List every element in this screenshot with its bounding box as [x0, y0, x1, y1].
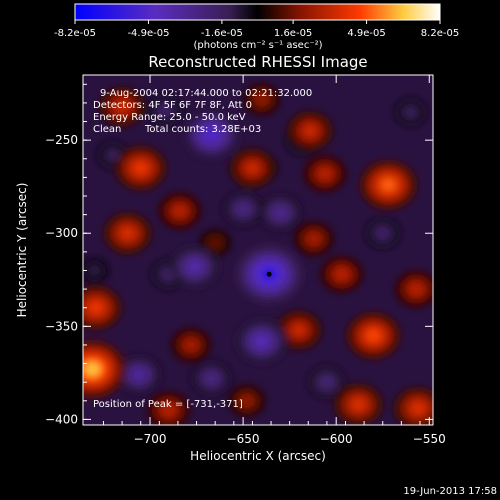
plot-frame	[82, 74, 434, 426]
heat-source	[89, 302, 103, 314]
heat-sink	[160, 106, 170, 115]
colorbar-tick-label: 4.9e-05	[347, 28, 385, 39]
heat-source	[352, 399, 365, 410]
colorbar-tick-label: 1.6e-05	[274, 28, 312, 39]
minimum-dot	[266, 271, 272, 277]
x-tick-label: −650	[227, 432, 260, 446]
info-overlay: 9-Aug-2004 02:17:44.000 to 02:21:32.000 …	[93, 88, 312, 410]
heat-source	[163, 405, 175, 415]
y-axis-label: Heliocentric Y (arcsec)	[15, 183, 29, 318]
heat-source	[174, 206, 186, 216]
heat-sink	[164, 270, 173, 278]
heat-source	[121, 228, 134, 239]
heat-sink	[274, 208, 286, 218]
heat-source	[83, 361, 101, 377]
heat-source	[293, 325, 305, 336]
heat-source	[410, 284, 422, 294]
heat-source	[211, 239, 220, 247]
heat-sink	[238, 204, 249, 214]
x-tick-label: −550	[413, 432, 446, 446]
heat-source	[185, 340, 197, 350]
axis-ticks: −700 −650 −600 −550 −250 −300 −350 −400	[45, 75, 446, 446]
heat-sink	[322, 378, 332, 387]
y-tick-label: −300	[45, 226, 78, 240]
heat-sink	[206, 374, 217, 383]
plot-area: −700 −650 −600 −550 −250 −300 −350 −400	[45, 74, 446, 446]
y-tick-label: −350	[45, 319, 78, 333]
y-tick-label: −250	[45, 133, 78, 147]
heat-source	[319, 168, 331, 179]
info-detectors: Detectors: 4F 5F 6F 7F 8F, Att 0	[93, 100, 252, 111]
x-tick-label: −700	[134, 432, 167, 446]
heat-sink	[133, 369, 145, 380]
footer-timestamp: 19-Jun-2013 17:58	[403, 486, 497, 497]
heat-source	[134, 162, 148, 174]
heat-source	[257, 95, 267, 104]
heat-source	[304, 125, 316, 136]
heatmap-features	[83, 82, 433, 425]
info-method: Clean	[93, 124, 121, 135]
heat-sink	[406, 108, 415, 116]
colorbar-tick-label: -8.2e-05	[54, 28, 96, 39]
heat-sink	[255, 335, 269, 347]
heat-source	[366, 329, 381, 342]
colorbar-tick-label: -4.9e-05	[127, 28, 169, 39]
info-counts: Total counts: 3.28E+03	[144, 124, 261, 135]
x-axis-label: Heliocentric X (arcsec)	[190, 449, 326, 463]
heat-source	[381, 178, 396, 192]
y-tick-label: −400	[45, 412, 78, 426]
info-energy: Energy Range: 25.0 - 50.0 keV	[93, 112, 246, 123]
colorbar-tick-label: 8.2e-05	[421, 28, 459, 39]
colorbar-unit-label: (photons cm⁻² s⁻¹ asec⁻²)	[193, 40, 322, 51]
heat-source	[308, 234, 319, 244]
info-time: 9-Aug-2004 02:17:44.000 to 02:21:32.000	[100, 88, 312, 99]
peak-marker	[266, 271, 272, 277]
x-tick-label: −600	[320, 432, 353, 446]
heat-source	[242, 396, 252, 405]
colorbar-gradient	[74, 3, 441, 21]
colorbar: -8.2e-05 -4.9e-05 -1.6e-05 1.6e-05 4.9e-05 8.…	[54, 3, 459, 51]
heat-sink	[188, 261, 201, 273]
heat-sink	[378, 229, 388, 238]
chart-title: Reconstructed RHESSI Image	[148, 53, 367, 71]
heat-source	[116, 101, 128, 112]
colorbar-tick-label: -1.6e-05	[201, 28, 243, 39]
heat-source	[412, 402, 425, 414]
colorbar-ticks: -8.2e-05 -4.9e-05 -1.6e-05 1.6e-05 4.9e-05 8.…	[54, 20, 459, 39]
heat-source	[336, 269, 348, 279]
heat-sink	[204, 128, 219, 141]
heat-source	[246, 163, 259, 174]
heat-sink	[90, 267, 98, 274]
info-peak: Position of Peak = [-731,-371]	[93, 399, 243, 410]
heat-sink	[108, 151, 117, 159]
